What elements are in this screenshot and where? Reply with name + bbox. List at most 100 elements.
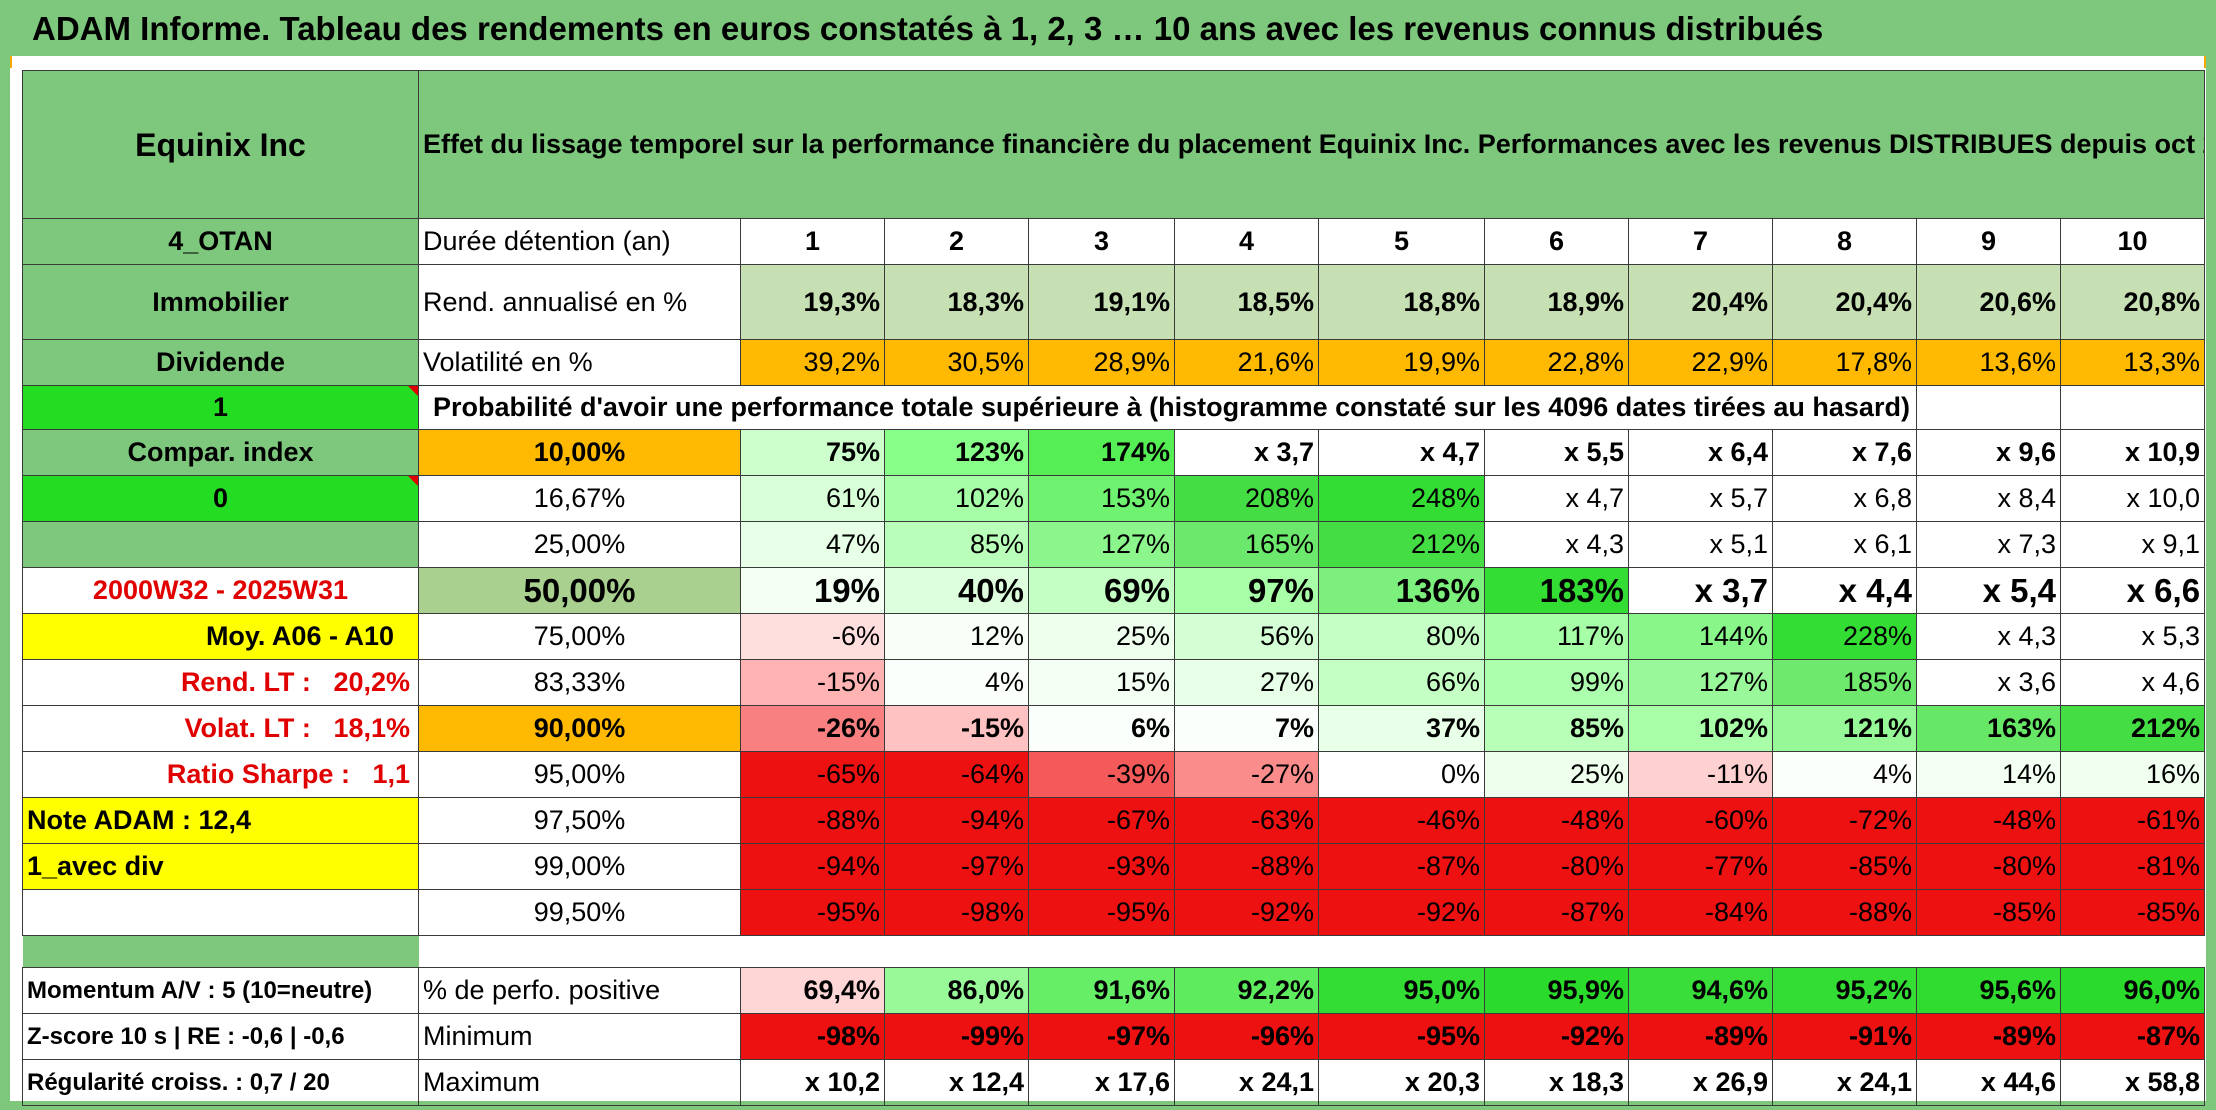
pct-cell: -61% [2059, 797, 2206, 844]
vol-cell: 39,2% [740, 339, 885, 386]
compar-index-label: Compar. index [22, 429, 419, 476]
pct-cell: -67% [1028, 797, 1175, 844]
pct-cell: -80% [1916, 843, 2061, 890]
empty-cell [1916, 385, 2061, 430]
pct-label: 10,00% [418, 429, 741, 476]
rend-cell: 18,3% [884, 264, 1029, 340]
moy-label: Moy. A06 - A10 [22, 613, 419, 660]
vol-cell: 19,9% [1318, 339, 1485, 386]
pct-label: 75,00% [418, 613, 741, 660]
pct-label: 25,00% [418, 521, 741, 568]
minimum-cell: -92% [1484, 1013, 1629, 1060]
pct-cell: 185% [1772, 659, 1917, 706]
right-border-strip [2206, 56, 2216, 1110]
pct-cell: -80% [1484, 843, 1629, 890]
minimum-cell: -97% [1028, 1013, 1175, 1060]
pct-cell: 80% [1318, 613, 1485, 660]
pct-label: 90,00% [418, 705, 741, 752]
minimum-cell: -91% [1772, 1013, 1917, 1060]
empty-cell [22, 889, 419, 936]
maximum-row: Régularité croiss. : 0,7 / 20 Maximum x … [22, 1059, 2206, 1106]
pct-label: 97,50% [418, 797, 741, 844]
pct-cell: 66% [1318, 659, 1485, 706]
pct-cell: -94% [740, 843, 885, 890]
pct-cell: 208% [1174, 475, 1319, 522]
pct-cell: x 4,3 [1484, 521, 1629, 568]
maximum-cell: x 26,9 [1628, 1059, 1773, 1106]
minimum-cell: -96% [1174, 1013, 1319, 1060]
pct-cell: -65% [740, 751, 885, 798]
sharpe-value: 1,1 [372, 759, 410, 789]
maximum-label: Maximum [418, 1059, 741, 1106]
pct-row-83: Rend. LT : 20,2% 83,33% -15% 4% 15% 27% … [22, 659, 2206, 706]
duree-label: Durée détention (an) [418, 218, 741, 265]
pct-cell: 163% [1916, 705, 2061, 752]
year-header: 7 [1628, 218, 1773, 265]
minimum-cell: -87% [2059, 1013, 2206, 1060]
company-name: Equinix Inc [22, 70, 419, 219]
volat-lt: Volat. LT : 18,1% [22, 705, 419, 752]
pct-cell: -77% [1628, 843, 1773, 890]
bottom-border-strip [0, 1101, 2216, 1110]
header-row: Equinix Inc Effet du lissage temporel su… [22, 70, 2206, 219]
positive-cell: 91,6% [1028, 967, 1175, 1014]
pct-cell: -85% [1916, 889, 2061, 936]
pct-cell: 212% [1318, 521, 1485, 568]
pct-cell: 99% [1484, 659, 1629, 706]
pct-cell: -88% [1772, 889, 1917, 936]
pct-cell: 123% [884, 429, 1029, 476]
pct-row-99: 1_avec div 99,00% -94% -97% -93% -88% -8… [22, 843, 2206, 890]
maximum-cell: x 44,6 [1916, 1059, 2061, 1106]
spacer-row [22, 935, 2205, 968]
regularite-label: Régularité croiss. : 0,7 / 20 [22, 1059, 419, 1106]
minimum-row: Z-score 10 s | RE : -0,6 | -0,6 Minimum … [22, 1013, 2206, 1060]
momentum-label: Momentum A/V : 5 (10=neutre) [22, 967, 419, 1014]
year-header: 6 [1484, 218, 1629, 265]
pct-cell: 12% [884, 613, 1029, 660]
spacer-empty [419, 936, 2205, 968]
volat-lt-value: 18,1% [333, 713, 410, 743]
pct-cell: 56% [1174, 613, 1319, 660]
pct-cell: 4% [884, 659, 1029, 706]
pct-label: 95,00% [418, 751, 741, 798]
pct-cell: -6% [740, 613, 885, 660]
pct-cell: -39% [1028, 751, 1175, 798]
pct-row-50: 2000W32 - 2025W31 50,00% 19% 40% 69% 97%… [22, 567, 2206, 614]
pct-cell: 14% [1916, 751, 2061, 798]
performance-table: Equinix Inc Effet du lissage temporel su… [22, 70, 2206, 1106]
pct-cell: 16% [2059, 751, 2206, 798]
pct-cell: -88% [740, 797, 885, 844]
pct-cell: x 10,0 [2059, 475, 2206, 522]
vol-cell: 13,6% [1916, 339, 2061, 386]
pct-cell: -84% [1628, 889, 1773, 936]
pct-cell: x 6,8 [1772, 475, 1917, 522]
pct-cell: -48% [1916, 797, 2061, 844]
table-header-text: Effet du lissage temporel sur la perform… [417, 70, 2206, 219]
pct-cell: 85% [1484, 705, 1629, 752]
pct-cell: x 7,3 [1916, 521, 2061, 568]
rend-cell: 18,5% [1174, 264, 1319, 340]
proba-row: 1 Probabilité d'avoir une performance to… [22, 385, 2206, 430]
positive-cell: 95,2% [1772, 967, 1917, 1014]
rend-row: Immobilier Rend. annualisé en % 19,3% 18… [22, 264, 2206, 340]
pct-cell: 0% [1318, 751, 1485, 798]
pct-cell: x 8,4 [1916, 475, 2061, 522]
pct-row-10: Compar. index 10,00% 75% 123% 174% x 3,7… [22, 429, 2206, 476]
positive-cell: 96,0% [2059, 967, 2206, 1014]
maximum-cell: x 24,1 [1174, 1059, 1319, 1106]
pct-cell: -64% [884, 751, 1029, 798]
positive-cell: 95,9% [1484, 967, 1629, 1014]
pct-cell: 144% [1628, 613, 1773, 660]
pct-cell: 47% [740, 521, 885, 568]
pct-cell: 25% [1028, 613, 1175, 660]
pct-cell: 19% [740, 567, 885, 614]
year-header: 1 [740, 218, 885, 265]
market-code: 4_OTAN [22, 218, 419, 265]
vol-cell: 22,9% [1628, 339, 1773, 386]
pct-label: 16,67% [418, 475, 741, 522]
rend-cell: 18,9% [1484, 264, 1629, 340]
pct-cell: 75% [740, 429, 885, 476]
positive-cell: 94,6% [1628, 967, 1773, 1014]
pct-row-97: Note ADAM : 12,4 97,50% -88% -94% -67% -… [22, 797, 2206, 844]
pct-cell: x 4,4 [1772, 567, 1917, 614]
